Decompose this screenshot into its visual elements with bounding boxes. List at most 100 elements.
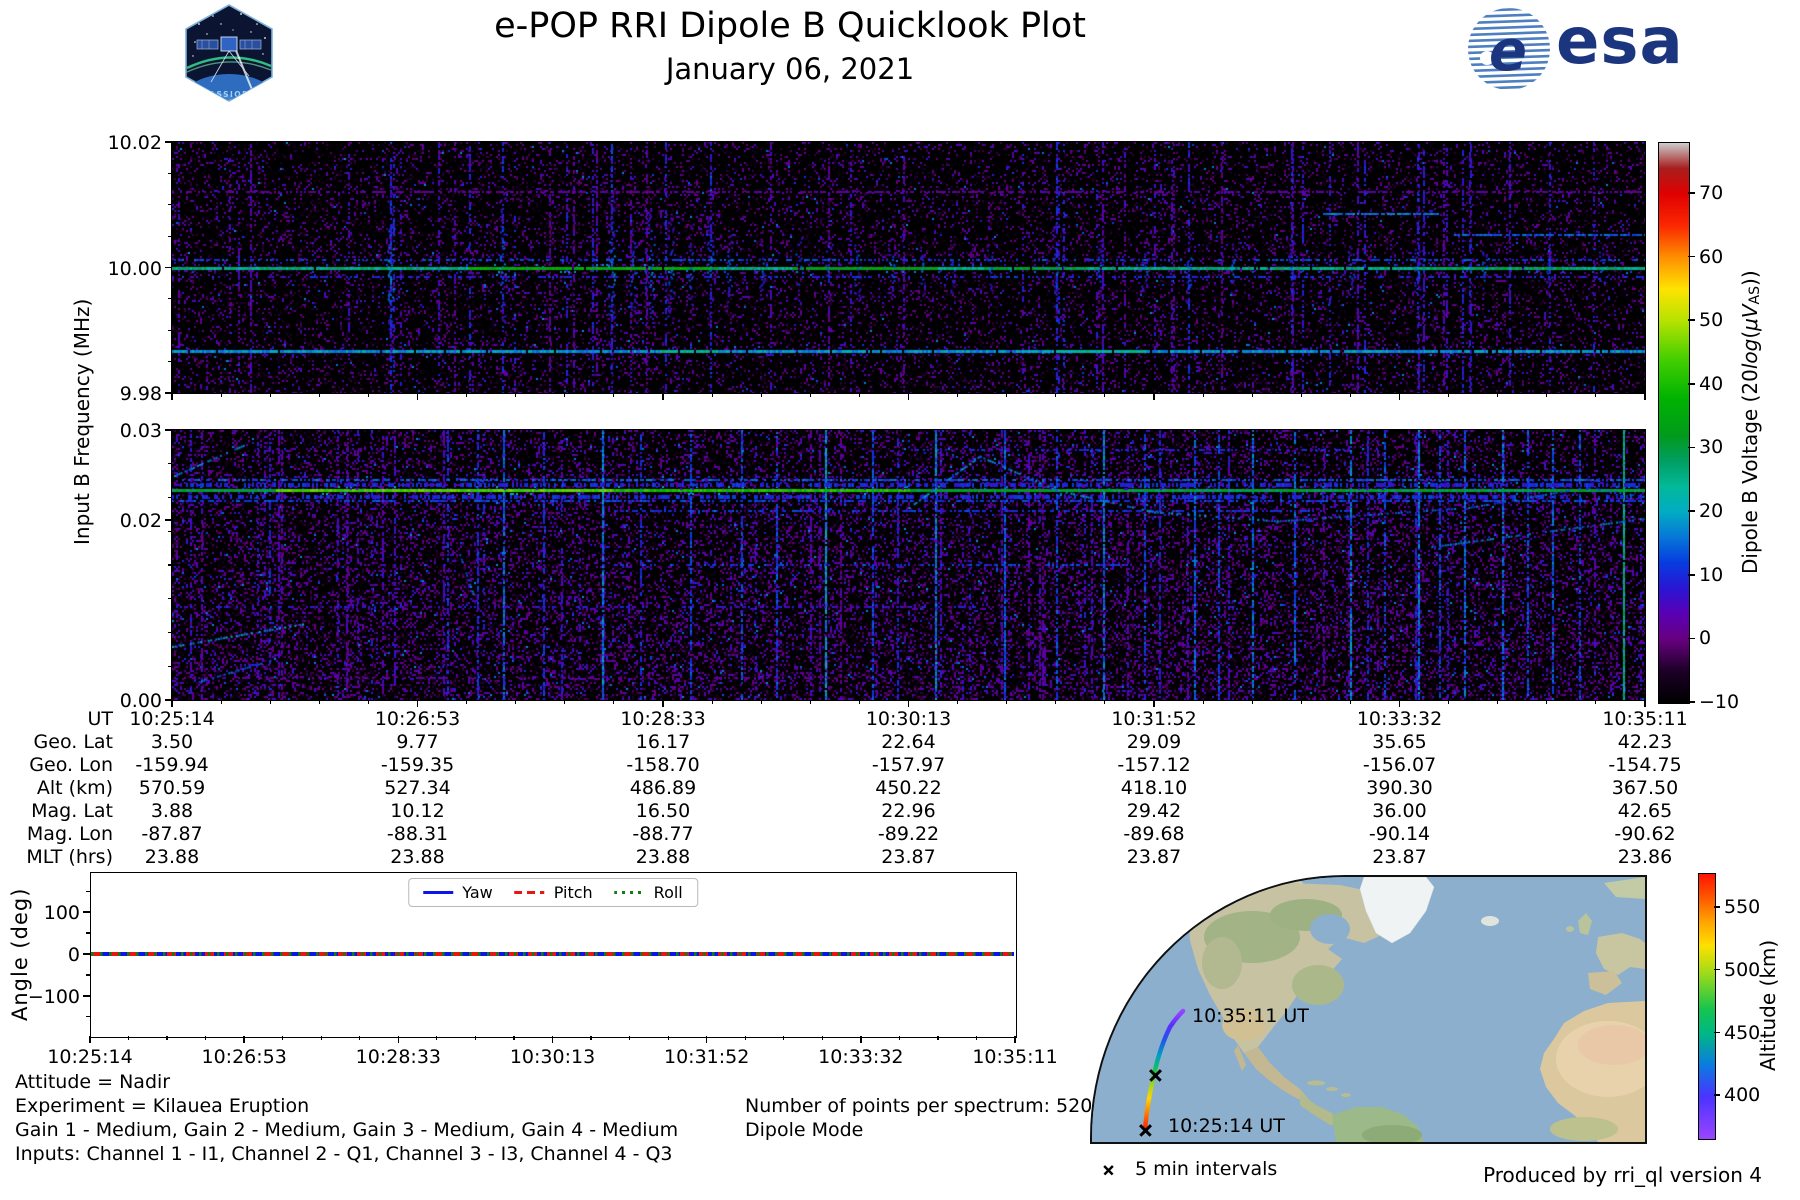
solar-panel bbox=[196, 39, 219, 50]
axis-tick bbox=[86, 932, 90, 934]
altitude-colorbar bbox=[1698, 873, 1716, 1140]
axis-tick bbox=[359, 1036, 361, 1040]
plot-date: January 06, 2021 bbox=[665, 52, 915, 86]
axis-tick bbox=[165, 519, 172, 521]
angle-x-tick-label: 10:30:13 bbox=[509, 1046, 596, 1068]
cassiope-logo: CASSIOPE bbox=[185, 4, 273, 102]
axis-tick bbox=[168, 361, 172, 363]
ephemeris-cell: 10:28:33 bbox=[620, 708, 706, 730]
axis-tick bbox=[1202, 700, 1204, 704]
axis-tick bbox=[168, 329, 172, 331]
attitude-note: Attitude = Nadir bbox=[15, 1071, 171, 1093]
axis-tick bbox=[205, 1036, 207, 1040]
freq-tick-label: 10.00 bbox=[107, 257, 162, 280]
axis-tick bbox=[564, 393, 566, 397]
ephemeris-cell: -89.68 bbox=[1123, 823, 1185, 845]
angle-tick-label: 0 bbox=[67, 944, 80, 966]
angle-x-tick-label: 10:35:11 bbox=[972, 1046, 1058, 1068]
ephemeris-cell: 23.88 bbox=[390, 846, 445, 868]
axis-tick bbox=[318, 700, 320, 704]
ephemeris-cell: 16.50 bbox=[635, 800, 691, 822]
axis-tick bbox=[1349, 393, 1351, 397]
axis-tick bbox=[168, 298, 172, 300]
track-start-label: 10:25:14 UT bbox=[1168, 1115, 1285, 1137]
ephemeris-row-label: Alt (km) bbox=[36, 777, 113, 799]
angle-x-tick-label: 10:31:52 bbox=[663, 1046, 750, 1068]
axis-tick bbox=[809, 700, 811, 704]
attitude-zero-line bbox=[91, 952, 1014, 956]
axis-tick bbox=[243, 1036, 245, 1043]
axis-tick bbox=[1714, 968, 1720, 971]
axis-tick bbox=[86, 1016, 90, 1018]
solar-panel bbox=[239, 39, 262, 50]
ephemeris-cell: 10:25:14 bbox=[129, 708, 215, 730]
ephemeris-cell: -89.22 bbox=[877, 823, 940, 845]
mexico bbox=[1244, 1047, 1310, 1101]
axis-tick bbox=[858, 700, 860, 704]
ephemeris-cell: 35.65 bbox=[1372, 731, 1427, 753]
axis-tick bbox=[513, 1036, 515, 1040]
axis-tick bbox=[1688, 319, 1695, 321]
axis-tick bbox=[1714, 906, 1720, 908]
esa-e-glyph: e bbox=[1489, 19, 1527, 84]
ephemeris-cell: 36.00 bbox=[1372, 800, 1427, 822]
axis-tick bbox=[1153, 393, 1155, 400]
scandinavia bbox=[1604, 877, 1645, 899]
ephemeris-cell: 10:33:32 bbox=[1356, 708, 1443, 730]
ephemeris-cell: 23.86 bbox=[1617, 846, 1673, 868]
axis-tick bbox=[662, 393, 664, 400]
ephemeris-cell: -157.97 bbox=[871, 754, 946, 776]
axis-tick bbox=[1398, 700, 1401, 707]
axis-tick bbox=[613, 700, 615, 704]
ephemeris-cell: -90.14 bbox=[1368, 823, 1431, 845]
axis-tick bbox=[89, 1036, 91, 1043]
axis-tick bbox=[1014, 1036, 1016, 1043]
ephemeris-cell: -90.62 bbox=[1614, 823, 1676, 845]
aurora-arc bbox=[186, 56, 272, 70]
axis-tick bbox=[1448, 700, 1450, 704]
ephemeris-cell: -159.35 bbox=[380, 754, 455, 776]
axis-tick bbox=[1055, 700, 1057, 704]
freq-tick-label: 0.02 bbox=[119, 509, 162, 532]
greenland bbox=[1359, 877, 1435, 944]
axis-tick bbox=[466, 393, 468, 397]
ephemeris-cell: 367.50 bbox=[1611, 777, 1679, 799]
uk bbox=[1578, 913, 1592, 935]
axis-tick bbox=[282, 1036, 284, 1040]
axis-tick bbox=[1688, 637, 1695, 640]
axis-tick bbox=[165, 266, 172, 269]
ephemeris-cell: -159.94 bbox=[135, 754, 209, 776]
legend-line-sample bbox=[614, 890, 645, 895]
voltage-colorbar-tick-label: −10 bbox=[1699, 691, 1740, 713]
axis-tick bbox=[975, 1036, 978, 1040]
axis-tick bbox=[783, 1036, 785, 1040]
axis-tick bbox=[127, 1036, 130, 1040]
ephemeris-cell: 390.30 bbox=[1366, 777, 1433, 799]
axis-tick bbox=[1714, 1094, 1720, 1097]
axis-tick bbox=[907, 700, 910, 707]
credit-text: Produced by rri_ql version 4 bbox=[1483, 1163, 1762, 1187]
interval-legend-label: 5 min intervals bbox=[1135, 1158, 1278, 1180]
altitude-colorbar-tick-label: 400 bbox=[1724, 1084, 1761, 1107]
axis-tick bbox=[466, 700, 468, 704]
axis-tick bbox=[168, 235, 172, 237]
axis-tick bbox=[86, 890, 90, 892]
interval-marker-mid bbox=[1149, 1068, 1162, 1081]
axis-tick bbox=[86, 974, 90, 976]
axis-tick bbox=[168, 665, 172, 667]
angle-x-tick-label: 10:33:32 bbox=[818, 1046, 904, 1068]
axis-tick bbox=[436, 1036, 438, 1040]
axis-tick bbox=[220, 700, 222, 704]
ephemeris-cell: -87.87 bbox=[141, 823, 203, 845]
ephemeris-row-label: Geo. Lon bbox=[29, 754, 113, 776]
esa-globe-icon: e bbox=[1468, 8, 1550, 90]
voltage-colorbar-label: Dipole B Voltage (20log(μVAS)) bbox=[1738, 270, 1763, 574]
axis-tick bbox=[1251, 700, 1253, 704]
axis-tick bbox=[171, 700, 173, 707]
ephemeris-row-label: Geo. Lat bbox=[33, 731, 113, 753]
axis-tick bbox=[168, 204, 172, 206]
axis-tick bbox=[1546, 700, 1548, 704]
ephemeris-cell: 22.96 bbox=[881, 800, 936, 822]
hudson-bay bbox=[1310, 914, 1350, 944]
satellite-track bbox=[1142, 1008, 1186, 1132]
